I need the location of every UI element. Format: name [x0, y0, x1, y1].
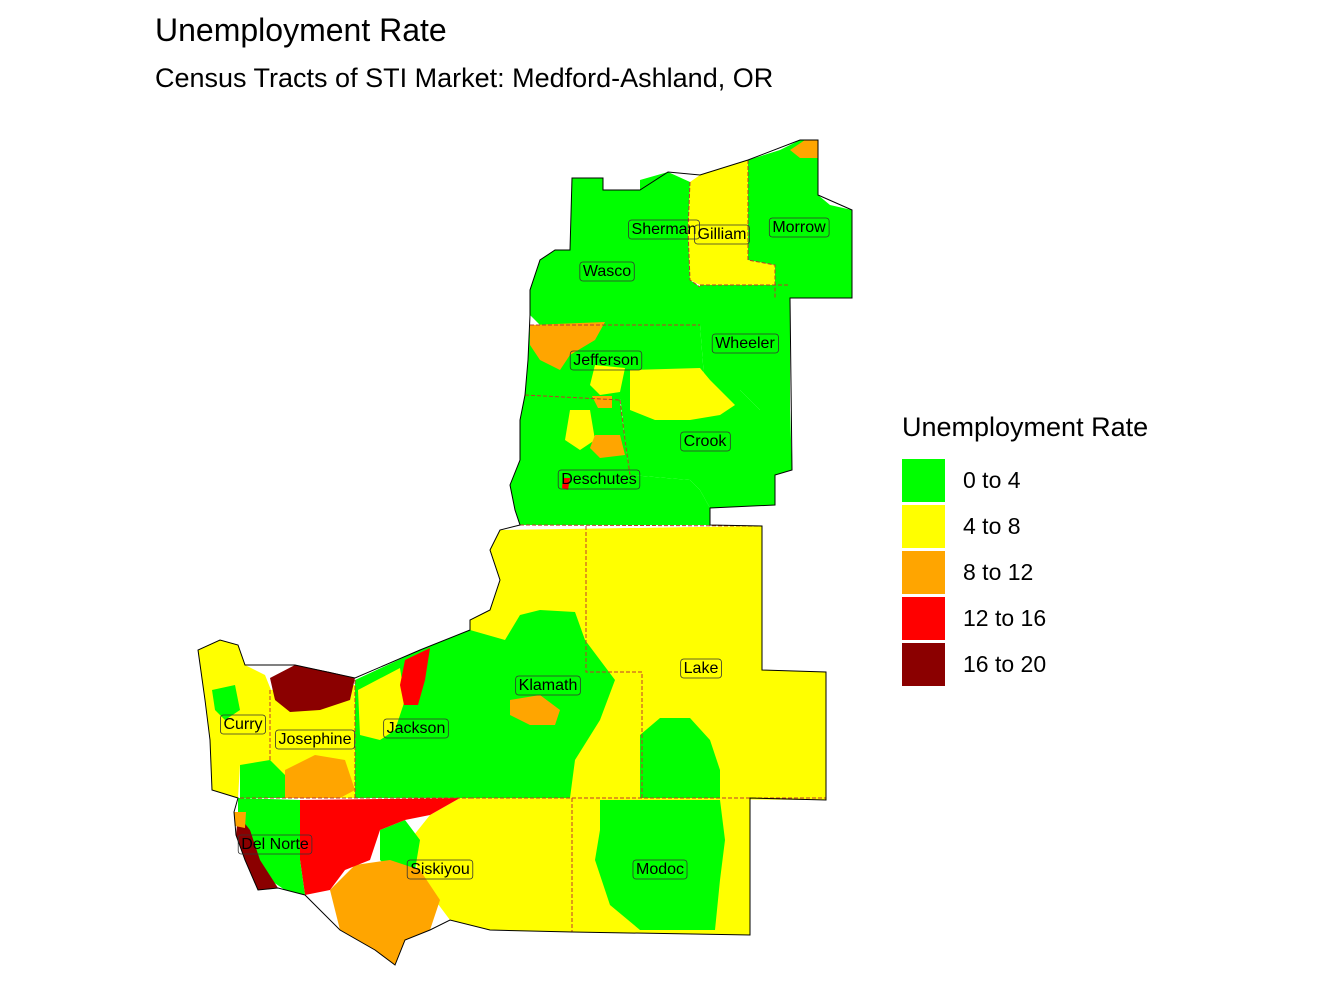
county-label-wasco: Wasco [579, 261, 635, 282]
county-label-text: Wheeler [715, 335, 775, 352]
county-label-crook: Crook [680, 431, 731, 452]
legend-item: 0 to 4 [902, 457, 1148, 503]
county-label-text: Josephine [279, 731, 352, 748]
county-label-box [632, 859, 688, 880]
county-label-text: Jefferson [573, 352, 639, 369]
county-label-text: Sherman [632, 221, 697, 238]
county-label-box [768, 217, 830, 238]
legend-swatch [902, 504, 945, 548]
county-label-text: Curry [223, 716, 262, 733]
county-label-box [680, 658, 722, 679]
county-label-box [579, 261, 635, 282]
legend-label: 12 to 16 [963, 604, 1047, 631]
tract-jackson [355, 630, 470, 798]
tract-red-south [300, 798, 460, 895]
legend: Unemployment Rate 0 to 4 4 to 8 8 to 12 12 … [902, 412, 1148, 687]
tract-jackson-red [400, 648, 430, 705]
tract-delnorte [238, 798, 305, 895]
county-label-deschutes: Deschutes [557, 469, 641, 490]
county-label-box [694, 224, 750, 245]
county-label-text: Crook [684, 433, 728, 450]
legend-item: 4 to 8 [902, 503, 1148, 549]
tract-deschutes [510, 395, 710, 525]
tract-wasco [530, 172, 700, 325]
map-subtitle: Census Tracts of STI Market: Medford-Ash… [155, 63, 774, 93]
tract-deschutes-yellow [565, 410, 595, 450]
county-label-del-norte: Del Norte [237, 834, 313, 855]
tract-gilliam [688, 160, 775, 285]
county-label-klamath: Klamath [515, 675, 581, 696]
legend-item: 16 to 20 [902, 641, 1148, 687]
tract-deschutes-orange [590, 435, 625, 458]
county-label-josephine: Josephine [275, 729, 355, 750]
tract-siskiyou [410, 798, 572, 932]
county-label-box [275, 729, 355, 750]
tract-modoc [595, 800, 725, 930]
legend-swatch [902, 596, 945, 640]
tract-siskiyou-orange [330, 860, 440, 965]
county-label-text: Siskiyou [410, 861, 470, 878]
county-label-text: Del Norte [241, 836, 309, 853]
county-label-text: Morrow [772, 219, 826, 236]
county-label-text: Wasco [583, 263, 631, 280]
tract-curry-green2 [240, 760, 285, 798]
tract-morrow [748, 140, 852, 298]
county-label-box [406, 859, 474, 880]
tract-jefferson-orange [530, 322, 605, 370]
legend-title: Unemployment Rate [902, 412, 1149, 442]
county-label-text: Klamath [519, 677, 578, 694]
tract-lake-green [640, 718, 720, 798]
market-outline [197, 139, 853, 966]
county-label-box [515, 675, 581, 696]
legend-swatch [902, 458, 945, 502]
tract-jackson-yellow [358, 668, 405, 740]
county-label-wheeler: Wheeler [711, 333, 779, 354]
tract-delnorte-orange [234, 812, 246, 828]
county-label-box [711, 333, 779, 354]
county-label-box [383, 718, 449, 739]
county-label-box [557, 469, 641, 490]
legend-label: 4 to 8 [963, 512, 1021, 539]
county-label-jefferson: Jefferson [569, 350, 643, 371]
county-label-box [220, 714, 266, 735]
county-label-modoc: Modoc [632, 859, 688, 880]
county-label-gilliam: Gilliam [694, 224, 750, 245]
legend-label: 0 to 4 [963, 466, 1021, 493]
tract-josephine-orange [285, 755, 355, 798]
county-label-sherman: Sherman [628, 219, 700, 240]
tract-deschutes-red [562, 478, 570, 490]
legend-label: 8 to 12 [963, 558, 1034, 585]
tract-josephine-darkred [270, 665, 355, 712]
tract-curry-green [212, 685, 240, 720]
county-label-box [569, 350, 643, 371]
tract-klamath-orange [510, 695, 560, 725]
legend-item: 8 to 12 [902, 549, 1148, 595]
county-label-text: Lake [684, 660, 719, 677]
county-label-text: Modoc [636, 861, 684, 878]
tract-delnorte-darkred [236, 815, 278, 890]
tract-jefferson-yellow [590, 365, 625, 395]
legend-swatch [902, 550, 945, 594]
county-label-box [680, 431, 731, 452]
county-label-siskiyou: Siskiyou [406, 859, 474, 880]
county-label-box [237, 834, 313, 855]
county-label-lake: Lake [680, 658, 722, 679]
tract-crook-yellow [630, 368, 735, 420]
legend-label: 16 to 20 [963, 650, 1047, 677]
county-label-text: Jackson [387, 720, 446, 737]
county-label-jackson: Jackson [383, 718, 449, 739]
county-label-morrow: Morrow [768, 217, 830, 238]
county-label-text: Gilliam [698, 226, 747, 243]
map-title: Unemployment Rate [155, 12, 447, 48]
legend-swatch [902, 642, 945, 686]
legend-item: 12 to 16 [902, 595, 1148, 641]
tract-wheeler [700, 285, 790, 410]
county-label-text: Deschutes [561, 471, 637, 488]
tract-morrow-ne [790, 140, 818, 158]
county-label-curry: Curry [220, 714, 266, 735]
county-label-box [628, 219, 700, 240]
tract-curry [198, 640, 275, 798]
